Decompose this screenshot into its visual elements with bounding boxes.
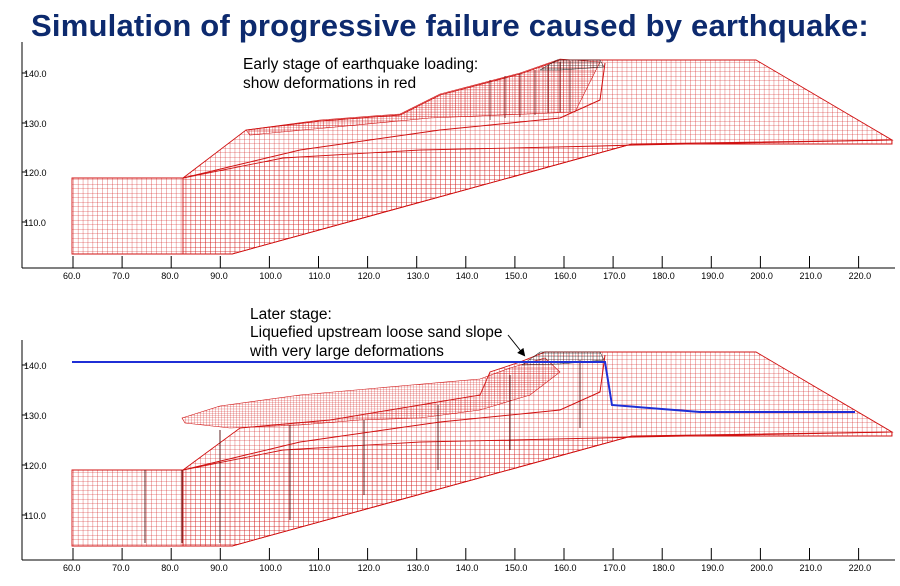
material-boundary <box>182 354 606 471</box>
water-level-line <box>72 361 855 413</box>
liquefied-slope <box>181 357 561 429</box>
y-ticks: 140.0 130.0 120.0 110.0 <box>22 361 47 521</box>
annotation-later: Later stage: Liquefied upstream loose sa… <box>249 306 526 360</box>
x-tick-label: 60.0 <box>63 563 81 573</box>
x-tick-label: 120.0 <box>358 271 381 281</box>
y-tick-label: 110.0 <box>24 218 46 228</box>
x-tick-label: 200.0 <box>750 563 773 573</box>
x-tick-label: 210.0 <box>800 271 823 281</box>
y-tick-label: 120.0 <box>24 168 47 178</box>
x-tick-label: 140.0 <box>456 271 479 281</box>
x-tick-label: 180.0 <box>652 271 675 281</box>
annotation-line: Liquefied upstream loose sand slope <box>250 324 502 341</box>
x-tick-label: 170.0 <box>603 271 626 281</box>
x-tick-label: 70.0 <box>112 563 130 573</box>
x-tick-label: 130.0 <box>407 563 430 573</box>
annotation-line: show deformations in red <box>243 75 416 92</box>
x-tick-label: 140.0 <box>456 563 479 573</box>
slide-title: Simulation of progressive failure caused… <box>31 8 869 43</box>
x-ticks: 60.0 70.0 80.0 90.0 100.0 110.0 120.0 130.0 140.… <box>63 548 871 573</box>
dense-columns <box>144 360 581 543</box>
x-ticks: 60.0 70.0 80.0 90.0 100.0 110.0 120.0 130.0 140.… <box>63 256 871 281</box>
dam-mesh-later <box>71 351 894 547</box>
x-tick-label: 190.0 <box>701 563 724 573</box>
annotation-line: with very large deformations <box>249 343 444 360</box>
x-tick-label: 70.0 <box>112 271 130 281</box>
x-tick-label: 80.0 <box>161 563 179 573</box>
x-tick-label: 100.0 <box>259 563 282 573</box>
x-tick-label: 110.0 <box>309 563 331 573</box>
x-tick-label: 190.0 <box>701 271 724 281</box>
x-tick-label: 150.0 <box>505 271 528 281</box>
x-tick-label: 150.0 <box>505 563 528 573</box>
y-tick-label: 130.0 <box>24 119 47 129</box>
y-tick-label: 110.0 <box>24 511 46 521</box>
annotation-line: Early stage of earthquake loading: <box>243 56 478 73</box>
y-tick-label: 140.0 <box>24 69 47 79</box>
x-tick-label: 60.0 <box>63 271 81 281</box>
panel-later: 140.0 130.0 120.0 110.0 60.0 70.0 80.0 90.0… <box>21 306 895 573</box>
x-tick-label: 110.0 <box>309 271 331 281</box>
x-tick-label: 160.0 <box>554 271 577 281</box>
y-tick-label: 130.0 <box>24 411 47 421</box>
x-tick-label: 200.0 <box>750 271 773 281</box>
annotation-line: Later stage: <box>250 306 332 323</box>
x-tick-label: 100.0 <box>259 271 282 281</box>
x-tick-label: 210.0 <box>800 563 823 573</box>
x-tick-label: 170.0 <box>603 563 626 573</box>
annotation-arrow <box>507 334 526 357</box>
x-tick-label: 90.0 <box>210 563 228 573</box>
x-tick-label: 120.0 <box>358 563 381 573</box>
dam-mesh-early <box>71 58 894 255</box>
y-tick-label: 140.0 <box>24 361 47 371</box>
annotation-early: Early stage of earthquake loading: show … <box>243 56 478 92</box>
dense-columns <box>489 61 571 120</box>
x-tick-label: 130.0 <box>407 271 430 281</box>
x-tick-label: 180.0 <box>652 563 675 573</box>
y-ticks: 140.0 130.0 120.0 110.0 <box>22 69 47 228</box>
x-tick-label: 90.0 <box>210 271 228 281</box>
panel-early: 140.0 130.0 120.0 110.0 60.0 70.0 80.0 90.0… <box>21 42 895 281</box>
x-tick-label: 160.0 <box>554 563 577 573</box>
crest-dense-mesh <box>539 59 605 71</box>
x-tick-label: 220.0 <box>849 563 872 573</box>
material-boundary <box>182 62 606 179</box>
x-tick-label: 220.0 <box>849 271 872 281</box>
y-tick-label: 120.0 <box>24 461 47 471</box>
x-tick-label: 80.0 <box>161 271 179 281</box>
